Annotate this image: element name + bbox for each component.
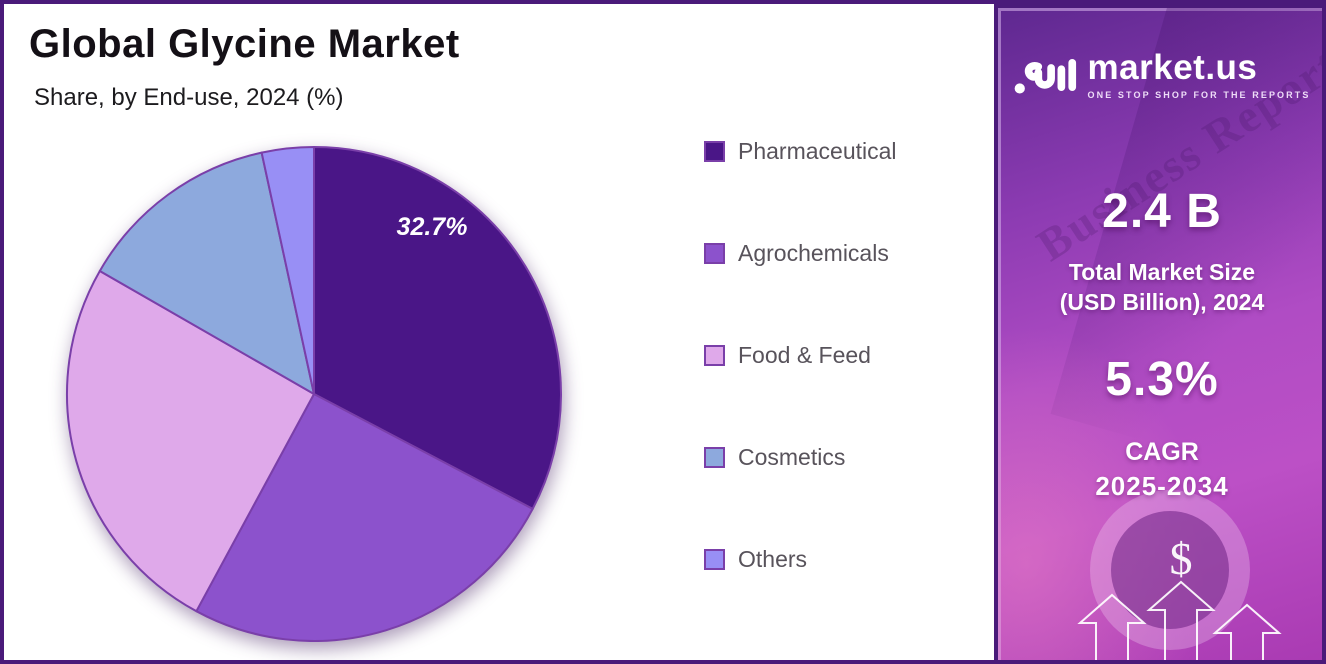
cagr-label: CAGR bbox=[1125, 437, 1199, 466]
legend-label: Agrochemicals bbox=[738, 239, 889, 266]
brand-tagline: ONE STOP SHOP FOR THE REPORTS bbox=[1087, 90, 1311, 100]
market-size-caption-line2: (USD Billion), 2024 bbox=[1059, 288, 1265, 315]
growth-arrows-icon: $ bbox=[1077, 533, 1282, 660]
pie-slice-pharmaceutical bbox=[313, 146, 562, 510]
legend-label: Others bbox=[738, 545, 808, 572]
legend-label: Pharmaceutical bbox=[738, 137, 897, 164]
pie-data-label: 32.7% bbox=[397, 213, 468, 241]
brand-name: market.us bbox=[1087, 48, 1258, 87]
legend-label: Cosmetics bbox=[738, 443, 846, 470]
pie-slice-agrochemicals bbox=[195, 393, 534, 642]
legend-item-agrochemicals: Agrochemicals bbox=[704, 240, 897, 266]
dollar-icon: $ bbox=[1170, 533, 1193, 584]
market-size-caption-line1: Total Market Size bbox=[1068, 259, 1256, 285]
cagr-value: 5.3% bbox=[1105, 352, 1219, 406]
chart-title: Global Glycine Market bbox=[29, 22, 460, 66]
market-size-caption: Total Market Size (USD Billion), 2024 bbox=[1060, 258, 1264, 318]
brand-sidebar: Business Report market.us ONE STOP SHOP … bbox=[994, 4, 1322, 660]
legend-swatch bbox=[704, 446, 725, 468]
legend-swatch bbox=[704, 344, 725, 366]
pie-slice-others bbox=[260, 146, 315, 395]
chart-legend: Pharmaceutical Agrochemicals Food & Feed… bbox=[704, 138, 897, 648]
brand-logo: market.us ONE STOP SHOP FOR THE REPORTS bbox=[1014, 50, 1311, 100]
legend-item-others: Others bbox=[704, 546, 897, 572]
marketus-logo-icon bbox=[1014, 59, 1076, 94]
legend-item-cosmetics: Cosmetics bbox=[704, 444, 897, 470]
legend-swatch bbox=[704, 548, 725, 570]
pie-slice-food-feed bbox=[66, 269, 315, 613]
chart-subtitle: Share, by End-use, 2024 (%) bbox=[34, 84, 344, 111]
cagr-period: 2025-2034 bbox=[1095, 470, 1229, 501]
pie-chart: 32.7% bbox=[54, 134, 574, 654]
legend-item-pharmaceutical: Pharmaceutical bbox=[704, 138, 897, 164]
legend-swatch bbox=[704, 242, 725, 264]
legend-item-food-feed: Food & Feed bbox=[704, 342, 897, 368]
pie-chart-svg: 32.7% bbox=[66, 146, 562, 642]
pie-slice-cosmetics bbox=[98, 151, 315, 395]
legend-label: Food & Feed bbox=[738, 341, 871, 368]
legend-swatch bbox=[704, 140, 725, 162]
market-size-value: 2.4 B bbox=[1102, 185, 1222, 238]
